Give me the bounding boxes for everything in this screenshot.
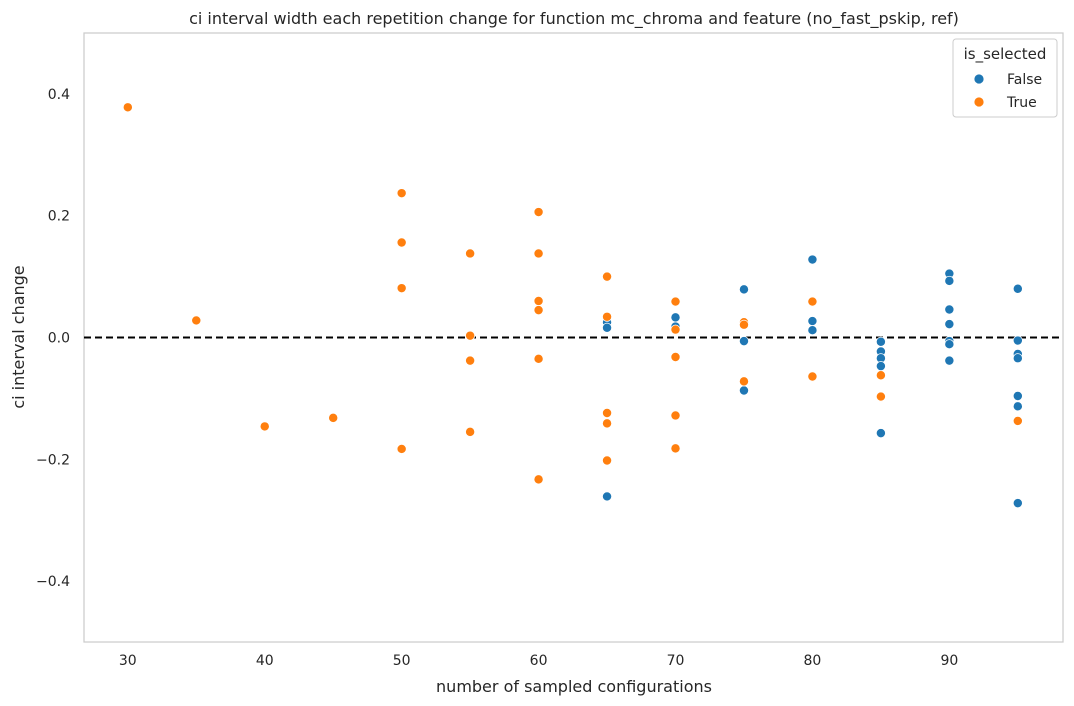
x-tick-label: 60	[530, 653, 548, 669]
data-point	[944, 304, 955, 315]
data-point	[670, 443, 681, 454]
data-point	[396, 188, 407, 199]
data-point	[602, 322, 613, 333]
x-tick-label: 80	[804, 653, 822, 669]
data-point	[944, 275, 955, 286]
series-true	[122, 102, 1023, 485]
data-point	[602, 418, 613, 429]
data-point	[670, 324, 681, 335]
data-point	[944, 319, 955, 330]
x-axis-label: number of sampled configurations	[436, 677, 712, 696]
data-point	[122, 102, 133, 113]
legend-title: is_selected	[964, 45, 1047, 64]
series-false	[602, 254, 1023, 509]
y-tick-label: −0.2	[36, 452, 70, 468]
data-point	[465, 355, 476, 366]
data-point	[396, 283, 407, 294]
data-point	[807, 254, 818, 265]
x-tick-label: 70	[667, 653, 685, 669]
data-point	[875, 428, 886, 439]
data-point	[807, 316, 818, 327]
data-point	[875, 391, 886, 402]
data-point	[1012, 283, 1023, 294]
data-point	[670, 312, 681, 323]
data-point	[944, 355, 955, 366]
data-point	[807, 371, 818, 382]
data-point	[1012, 390, 1023, 401]
data-point	[533, 305, 544, 316]
data-point	[328, 412, 339, 423]
data-point	[602, 311, 613, 322]
legend-marker-true	[973, 96, 985, 108]
data-point	[396, 443, 407, 454]
data-point	[396, 237, 407, 248]
data-point	[670, 352, 681, 362]
legend-label-false: False	[1007, 72, 1042, 88]
data-point	[1012, 415, 1023, 426]
y-tick-label: 0.2	[48, 209, 70, 225]
data-point	[670, 296, 681, 307]
y-axis-label: ci interval change	[9, 265, 28, 408]
data-point	[602, 491, 613, 502]
data-point	[875, 336, 886, 347]
x-tick-label: 90	[940, 653, 958, 669]
data-point	[602, 455, 613, 466]
data-point	[533, 207, 544, 218]
data-point	[807, 325, 818, 336]
data-point	[1012, 353, 1023, 364]
data-point	[738, 336, 749, 347]
data-point	[602, 408, 613, 418]
y-tick-label: 0.4	[48, 87, 70, 103]
data-point	[738, 385, 749, 396]
data-point	[738, 376, 749, 387]
data-point	[602, 271, 613, 282]
data-point	[875, 361, 886, 372]
data-point	[807, 296, 818, 307]
data-point	[533, 353, 544, 364]
data-point	[875, 370, 886, 381]
data-point	[1012, 401, 1023, 412]
x-tick-label: 30	[119, 653, 137, 669]
chart-title: ci interval width each repetition change…	[189, 9, 959, 29]
data-point	[191, 315, 202, 326]
data-point	[738, 284, 749, 295]
legend-label-true: True	[1006, 95, 1037, 111]
data-point	[1012, 335, 1023, 346]
data-point	[465, 426, 476, 437]
data-point	[944, 339, 955, 350]
legend: is_selected False True	[952, 38, 1058, 118]
data-point	[465, 248, 476, 259]
data-point	[1012, 498, 1023, 509]
data-point	[465, 330, 476, 341]
data-point	[533, 295, 544, 306]
data-point	[670, 410, 681, 421]
data-point	[533, 248, 544, 259]
x-tick-label: 50	[393, 653, 411, 669]
data-point	[738, 319, 749, 330]
y-tick-label: 0.0	[48, 331, 70, 347]
legend-marker-false	[973, 73, 985, 85]
data-point	[259, 421, 270, 432]
y-tick-label: −0.4	[36, 574, 70, 590]
data-point	[533, 474, 544, 485]
x-tick-label: 40	[256, 653, 274, 669]
